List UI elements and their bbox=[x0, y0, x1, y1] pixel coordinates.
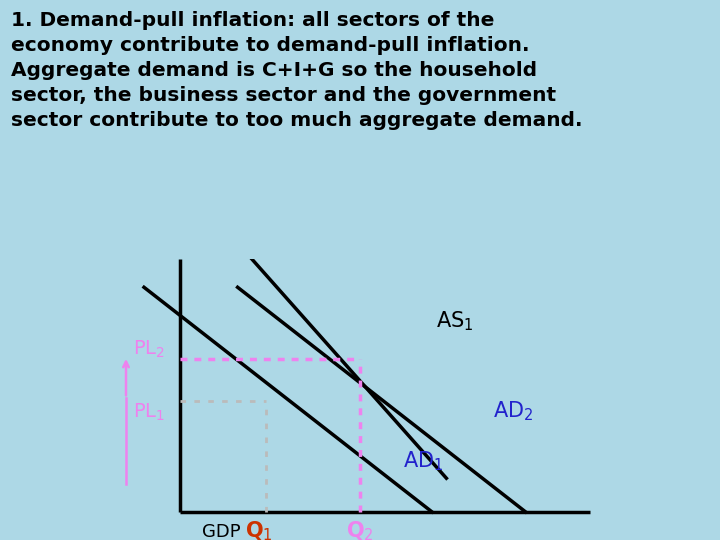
Text: AD$_1$: AD$_1$ bbox=[403, 450, 444, 473]
Text: PL$_1$: PL$_1$ bbox=[133, 402, 166, 423]
Text: AS$_1$: AS$_1$ bbox=[436, 309, 473, 333]
Text: Q$_1$: Q$_1$ bbox=[246, 520, 273, 540]
Text: AD$_2$: AD$_2$ bbox=[493, 399, 534, 423]
Text: Q$_2$: Q$_2$ bbox=[346, 520, 374, 540]
Text: 1. Demand-pull inflation: all sectors of the
economy contribute to demand-pull i: 1. Demand-pull inflation: all sectors of… bbox=[11, 11, 582, 130]
Text: PL$_2$: PL$_2$ bbox=[133, 339, 166, 360]
Text: GDP: GDP bbox=[202, 523, 240, 540]
